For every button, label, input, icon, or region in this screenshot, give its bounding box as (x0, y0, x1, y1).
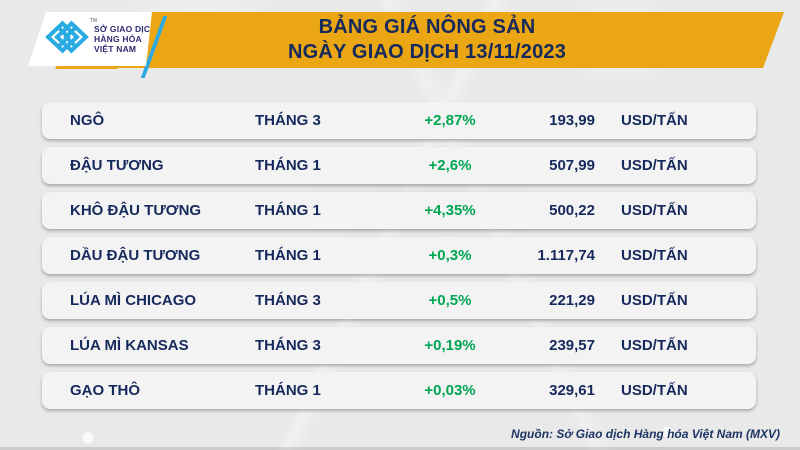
price-unit: USD/TẤN (621, 247, 688, 264)
commodity-name: KHÔ ĐẬU TƯƠNG (70, 202, 202, 219)
price-value: 221,29 (549, 292, 595, 309)
contract-month: THÁNG 3 (255, 112, 321, 129)
price-unit: USD/TẤN (621, 202, 688, 219)
mxv-logo: TM SỞ GIAO DỊCH HÀNG HÓA VIỆT NAM (28, 12, 152, 66)
change-percent: +0,19% (424, 337, 476, 354)
title-banner: BẢNG GIÁ NÔNG SẢN NGÀY GIAO DỊCH 13/11/2… (100, 12, 784, 68)
change-percent: +0,03% (424, 382, 476, 399)
commodity-name: DẦU ĐẬU TƯƠNG (70, 247, 201, 264)
table-row-lua-mi-kansas: LÚA MÌ KANSAS THÁNG 3 +0,19% 239,57 USD/… (42, 327, 756, 364)
logo-text-line2: HÀNG HÓA (94, 34, 142, 44)
mxv-logo-icon: TM (44, 20, 90, 59)
price-unit: USD/TẤN (621, 337, 688, 354)
table-row-dau-dau-tuong: DẦU ĐẬU TƯƠNG THÁNG 1 +0,3% 1.117,74 USD… (42, 237, 756, 274)
change-percent: +2,87% (424, 112, 476, 129)
price-unit: USD/TẤN (621, 292, 688, 309)
source-credit: Nguồn: Sở Giao dịch Hàng hóa Việt Nam (M… (511, 427, 780, 441)
mxv-logo-text: SỞ GIAO DỊCH HÀNG HÓA VIỆT NAM (94, 24, 157, 54)
table-row-ngo: NGÔ THÁNG 3 +2,87% 193,99 USD/TẤN (42, 102, 756, 139)
commodity-name: LÚA MÌ CHICAGO (70, 292, 197, 309)
price-unit: USD/TẤN (621, 157, 688, 174)
change-percent: +0,3% (428, 247, 472, 264)
logo-text-line1: SỞ GIAO DỊCH (94, 24, 157, 34)
price-unit: USD/TẤN (621, 382, 688, 399)
contract-month: THÁNG 1 (255, 247, 321, 264)
price-table: NGÔ THÁNG 3 +2,87% 193,99 USD/TẤN ĐẬU TƯ… (42, 102, 756, 417)
price-value: 500,22 (549, 202, 595, 219)
commodity-name: NGÔ (70, 112, 105, 129)
table-row-lua-mi-chicago: LÚA MÌ CHICAGO THÁNG 3 +0,5% 221,29 USD/… (42, 282, 756, 319)
contract-month: THÁNG 3 (255, 337, 321, 354)
page-subtitle-date: NGÀY GIAO DỊCH 13/11/2023 (287, 41, 567, 63)
bottom-edge-line (0, 447, 800, 450)
commodity-name: LÚA MÌ KANSAS (70, 337, 189, 354)
price-unit: USD/TẤN (621, 112, 688, 129)
price-value: 193,99 (549, 112, 595, 129)
contract-month: THÁNG 3 (255, 292, 321, 309)
table-row-gao-tho: GẠO THÔ THÁNG 1 +0,03% 329,61 USD/TẤN (42, 372, 756, 409)
change-percent: +0,5% (428, 292, 472, 309)
table-row-kho-dau-tuong: KHÔ ĐẬU TƯƠNG THÁNG 1 +4,35% 500,22 USD/… (42, 192, 756, 229)
change-percent: +2,6% (428, 157, 472, 174)
price-value: 1.117,74 (537, 247, 595, 264)
contract-month: THÁNG 1 (255, 382, 321, 399)
table-row-dau-tuong: ĐẬU TƯƠNG THÁNG 1 +2,6% 507,99 USD/TẤN (42, 147, 756, 184)
page-title: BẢNG GIÁ NÔNG SẢN (318, 16, 536, 38)
change-percent: +4,35% (424, 202, 476, 219)
logo-text-line3: VIỆT NAM (94, 44, 137, 54)
price-value: 329,61 (549, 382, 595, 399)
trademark-symbol: TM (89, 17, 97, 24)
price-value: 239,57 (549, 337, 595, 354)
contract-month: THÁNG 1 (255, 202, 321, 219)
price-value: 507,99 (549, 157, 595, 174)
commodity-name: ĐẬU TƯƠNG (70, 157, 164, 174)
contract-month: THÁNG 1 (255, 157, 321, 174)
commodity-name: GẠO THÔ (70, 382, 140, 399)
